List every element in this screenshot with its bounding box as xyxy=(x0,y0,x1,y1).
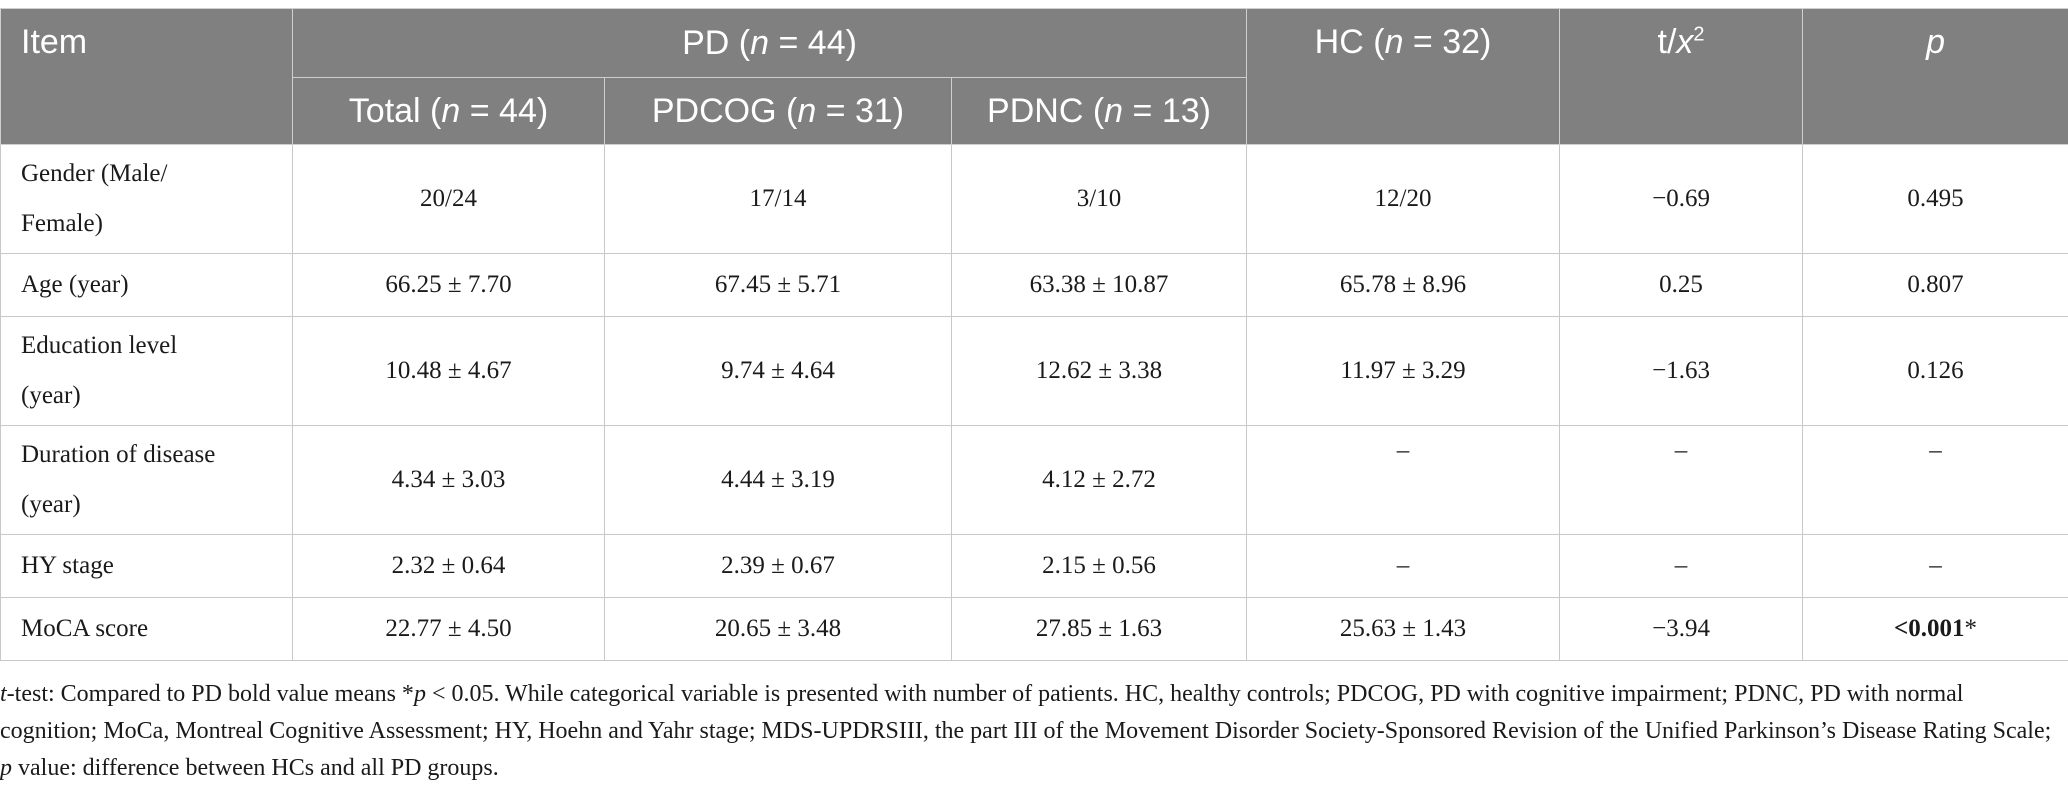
p-value-bold: <0.001 xyxy=(1894,615,1965,642)
table-footnote: t-test: Compared to PD bold value means … xyxy=(0,681,2052,781)
cell-pdnc: 3/10 xyxy=(950,144,1248,254)
header-item: Item xyxy=(0,8,293,145)
cell-pdcog: 4.44 ± 3.19 xyxy=(604,425,952,535)
table-body: Gender (Male/Female) 20/24 17/14 3/10 12… xyxy=(0,144,2068,661)
cell-hc: – xyxy=(1246,425,1561,535)
cell-total: 4.34 ± 3.03 xyxy=(292,425,605,535)
row-label: HY stage xyxy=(0,534,293,598)
cell-pdcog: 2.39 ± 0.67 xyxy=(604,534,952,598)
header-hc: HC (n = 32) xyxy=(1246,8,1561,145)
cell-statistic: −1.63 xyxy=(1559,316,1804,426)
header-p-value: p xyxy=(1802,8,2068,145)
cell-hc: 12/20 xyxy=(1246,144,1561,254)
cell-total: 20/24 xyxy=(292,144,605,254)
cell-pdnc: 12.62 ± 3.38 xyxy=(950,316,1248,426)
table-row: Age (year) 66.25 ± 7.70 67.45 ± 5.71 63.… xyxy=(0,253,2068,317)
row-label: MoCA score xyxy=(0,597,293,661)
cell-statistic: – xyxy=(1559,534,1804,598)
row-label: Duration of disease (year) xyxy=(0,425,293,535)
cell-pdcog: 9.74 ± 4.64 xyxy=(604,316,952,426)
data-table: Item PD (n = 44) HC (n = 32) t/x2 p Tota… xyxy=(0,8,2068,661)
cell-total: 66.25 ± 7.70 xyxy=(292,253,605,317)
cell-hc: 65.78 ± 8.96 xyxy=(1246,253,1561,317)
cell-hc: 25.63 ± 1.43 xyxy=(1246,597,1561,661)
table-header: Item PD (n = 44) HC (n = 32) t/x2 p Tota… xyxy=(0,8,2068,145)
cell-total: 10.48 ± 4.67 xyxy=(292,316,605,426)
cell-p-value: 0.807 xyxy=(1802,253,2068,317)
table-row: Duration of disease (year) 4.34 ± 3.03 4.… xyxy=(0,425,2068,535)
cell-hc: 11.97 ± 3.29 xyxy=(1246,316,1561,426)
cell-hc: – xyxy=(1246,534,1561,598)
row-label: Age (year) xyxy=(0,253,293,317)
table-row: Gender (Male/Female) 20/24 17/14 3/10 12… xyxy=(0,144,2068,254)
table-row: MoCA score 22.77 ± 4.50 20.65 ± 3.48 27.… xyxy=(0,597,2068,661)
cell-p-value: <0.001* xyxy=(1802,597,2068,661)
row-label: Education level (year) xyxy=(0,316,293,426)
cell-statistic: – xyxy=(1559,425,1804,535)
cell-pdcog: 67.45 ± 5.71 xyxy=(604,253,952,317)
cell-statistic: −3.94 xyxy=(1559,597,1804,661)
cell-pdcog: 20.65 ± 3.48 xyxy=(604,597,952,661)
cell-pdnc: 2.15 ± 0.56 xyxy=(950,534,1248,598)
table-row: Education level (year) 10.48 ± 4.67 9.74 … xyxy=(0,316,2068,426)
row-label: Gender (Male/Female) xyxy=(0,144,293,254)
cell-statistic: 0.25 xyxy=(1559,253,1804,317)
header-statistic: t/x2 xyxy=(1559,8,1804,145)
table-container: Item PD (n = 44) HC (n = 32) t/x2 p Tota… xyxy=(0,8,2068,661)
cell-p-value: 0.126 xyxy=(1802,316,2068,426)
table-row: HY stage 2.32 ± 0.64 2.39 ± 0.67 2.15 ± … xyxy=(0,534,2068,598)
header-pdcog: PDCOG (n = 31) xyxy=(604,77,952,145)
cell-pdcog: 17/14 xyxy=(604,144,952,254)
cell-total: 22.77 ± 4.50 xyxy=(292,597,605,661)
header-pd: PD (n = 44) xyxy=(291,8,1248,78)
cell-pdnc: 4.12 ± 2.72 xyxy=(950,425,1248,535)
header-pdnc: PDNC (n = 13) xyxy=(950,77,1248,145)
significance-star: * xyxy=(1964,615,1978,642)
cell-pdnc: 63.38 ± 10.87 xyxy=(950,253,1248,317)
cell-pdnc: 27.85 ± 1.63 xyxy=(950,597,1248,661)
cell-p-value: 0.495 xyxy=(1802,144,2068,254)
cell-total: 2.32 ± 0.64 xyxy=(292,534,605,598)
cell-statistic: −0.69 xyxy=(1559,144,1804,254)
cell-p-value: – xyxy=(1802,534,2068,598)
header-total: Total (n = 44) xyxy=(292,77,605,145)
cell-p-value: – xyxy=(1802,425,2068,535)
